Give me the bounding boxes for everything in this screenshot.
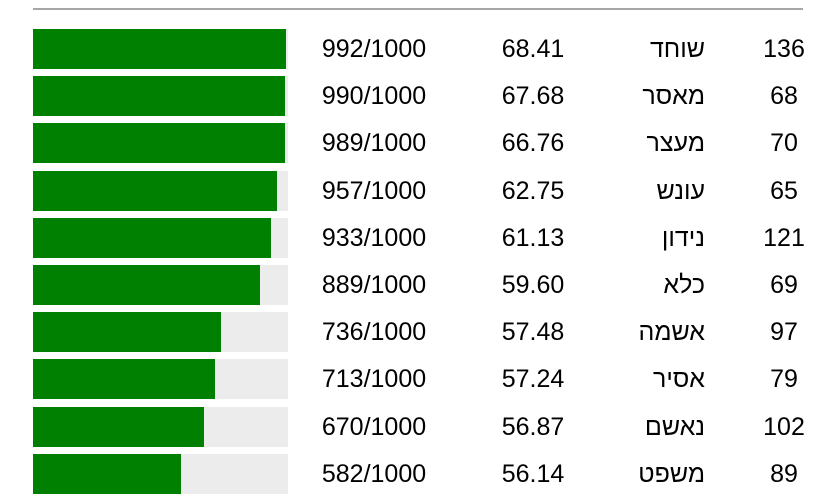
matches-fraction: 713/1000 xyxy=(321,365,427,394)
term-label: כלא xyxy=(663,270,705,299)
table-row: 670/1000 56.87 נאשם 102 xyxy=(0,406,826,447)
table-row: 989/1000 66.76 מעצר 70 xyxy=(0,123,826,164)
table-row: 990/1000 67.68 מאסר 68 xyxy=(0,76,826,117)
score-value: 57.48 xyxy=(501,318,565,347)
table-row: 933/1000 61.13 נידון 121 xyxy=(0,217,826,258)
term-label: מאסר xyxy=(642,82,705,111)
frequency-bar-fill xyxy=(33,123,286,164)
table-row: 736/1000 57.48 אשמה 97 xyxy=(0,312,826,353)
frequency-bar-fill xyxy=(33,76,286,117)
top-divider xyxy=(33,8,803,10)
score-value: 56.14 xyxy=(501,459,565,488)
score-value: 61.13 xyxy=(501,223,565,252)
frequency-bar-fill xyxy=(33,453,182,494)
count-value: 102 xyxy=(763,412,805,441)
frequency-bar-track xyxy=(33,217,288,258)
frequency-bar-fill xyxy=(33,406,204,447)
term-label: שוחד xyxy=(649,35,705,63)
table-row: 582/1000 56.14 משפט 89 xyxy=(0,453,826,494)
count-value: 136 xyxy=(763,35,805,63)
count-value: 97 xyxy=(770,318,798,347)
score-value: 66.76 xyxy=(501,129,565,158)
count-value: 121 xyxy=(763,223,805,252)
frequency-bar-fill xyxy=(33,29,286,69)
term-label: משפט xyxy=(638,459,705,488)
matches-fraction: 992/1000 xyxy=(321,35,427,63)
count-value: 70 xyxy=(770,129,798,158)
frequency-bar-track xyxy=(33,359,288,400)
table-row: 957/1000 62.75 עונש 65 xyxy=(0,170,826,211)
frequency-bar-track xyxy=(33,29,288,69)
matches-fraction: 582/1000 xyxy=(321,459,427,488)
term-label: עונש xyxy=(656,176,705,205)
table-row: 992/1000 68.41 שוחד 136 xyxy=(0,29,826,69)
score-value: 59.60 xyxy=(501,270,565,299)
frequency-bar-fill xyxy=(33,312,221,353)
score-value: 62.75 xyxy=(501,176,565,205)
frequency-bar-fill xyxy=(33,217,271,258)
frequency-bar-track xyxy=(33,123,288,164)
frequency-bar-track xyxy=(33,453,288,494)
matches-fraction: 670/1000 xyxy=(321,412,427,441)
matches-fraction: 990/1000 xyxy=(321,82,427,111)
term-label: נידון xyxy=(661,223,705,252)
frequency-bar-fill xyxy=(33,264,260,305)
results-table: 992/1000 68.41 שוחד 136 990/1000 67.68 מ… xyxy=(0,29,826,499)
score-value: 68.41 xyxy=(501,35,565,63)
frequency-bar-track xyxy=(33,406,288,447)
term-label: אשמה xyxy=(638,318,705,347)
count-value: 68 xyxy=(770,82,798,111)
matches-fraction: 989/1000 xyxy=(321,129,427,158)
matches-fraction: 957/1000 xyxy=(321,176,427,205)
matches-fraction: 889/1000 xyxy=(321,270,427,299)
term-label: אסיר xyxy=(653,365,705,394)
score-value: 57.24 xyxy=(501,365,565,394)
score-value: 56.87 xyxy=(501,412,565,441)
table-row: 889/1000 59.60 כלא 69 xyxy=(0,264,826,305)
term-label: נאשם xyxy=(644,412,705,441)
matches-fraction: 736/1000 xyxy=(321,318,427,347)
frequency-bar-fill xyxy=(33,359,215,400)
table-row: 713/1000 57.24 אסיר 79 xyxy=(0,359,826,400)
count-value: 89 xyxy=(770,459,798,488)
frequency-bar-track xyxy=(33,76,288,117)
matches-fraction: 933/1000 xyxy=(321,223,427,252)
frequency-bar-track xyxy=(33,170,288,211)
count-value: 79 xyxy=(770,365,798,394)
count-value: 65 xyxy=(770,176,798,205)
frequency-bar-track xyxy=(33,312,288,353)
frequency-bar-fill xyxy=(33,170,278,211)
frequency-bar-track xyxy=(33,264,288,305)
term-label: מעצר xyxy=(646,129,705,158)
count-value: 69 xyxy=(770,270,798,299)
score-value: 67.68 xyxy=(501,82,565,111)
